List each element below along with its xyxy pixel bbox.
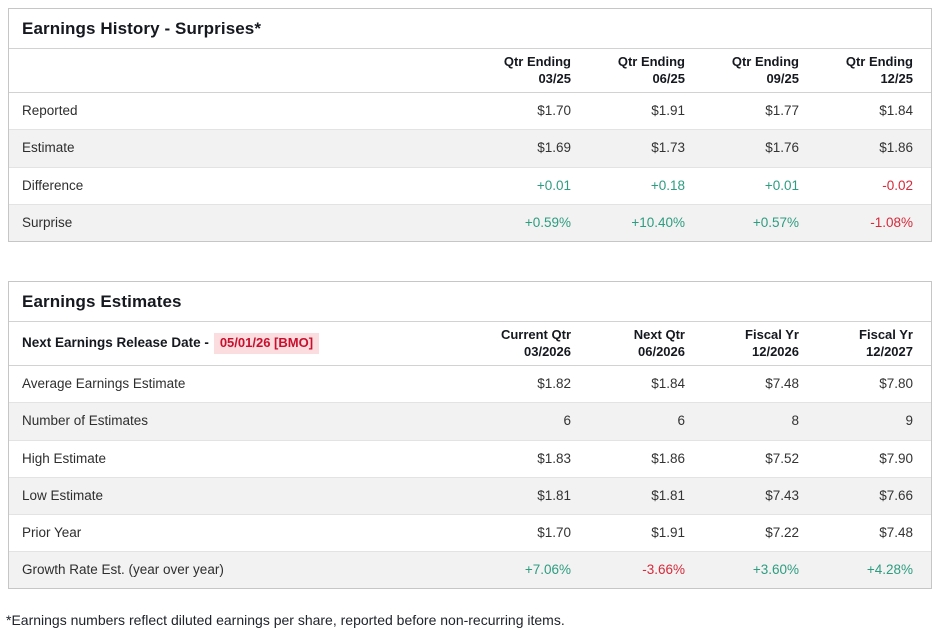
table-row: Estimate $1.69 $1.73 $1.76 $1.86	[9, 129, 931, 168]
row-label: Difference	[22, 177, 84, 193]
cell-value: $1.76	[765, 140, 799, 156]
cell-value: $1.70	[537, 103, 571, 119]
table-row: Difference +0.01 +0.18 +0.01 -0.02	[9, 167, 931, 205]
cell-value: $1.91	[651, 103, 685, 119]
table-row: Low Estimate $1.81 $1.81 $7.43 $7.66	[9, 477, 931, 515]
cell-value: $7.90	[879, 450, 913, 466]
cell-value: $1.82	[537, 376, 571, 392]
table-header-row: Qtr Ending 03/25 Qtr Ending 06/25 Qtr En…	[9, 49, 931, 94]
row-label: Number of Estimates	[22, 413, 149, 429]
cell-value: $7.48	[879, 525, 913, 540]
cell-value: 6	[563, 413, 571, 429]
release-date-badge: 05/01/26 [BMO]	[213, 333, 320, 354]
cell-value: $7.22	[765, 525, 799, 540]
table-row: Prior Year $1.70 $1.91 $7.22 $7.48	[9, 514, 931, 552]
cell-value: $1.86	[879, 140, 913, 156]
cell-value: $1.69	[537, 140, 571, 156]
cell-value: $7.48	[765, 376, 799, 392]
table-row: Surprise +0.59% +10.40% +0.57% -1.08%	[9, 204, 931, 241]
cell-value: $1.84	[879, 103, 913, 119]
earnings-estimates-title: Earnings Estimates	[9, 282, 931, 322]
cell-value: +0.01	[764, 177, 799, 193]
cell-value: -3.66%	[642, 562, 685, 578]
cell-value: $1.84	[651, 376, 685, 392]
cell-value: $7.80	[879, 376, 913, 392]
column-header: Qtr Ending 03/25	[475, 49, 589, 94]
row-label: Low Estimate	[22, 487, 104, 503]
earnings-history-panel: Earnings History - Surprises* Qtr Ending…	[8, 8, 932, 242]
table-row: Reported $1.70 $1.91 $1.77 $1.84	[9, 92, 931, 130]
row-label: Prior Year	[22, 525, 82, 540]
earnings-history-title: Earnings History - Surprises*	[9, 9, 931, 49]
empty-header-cell	[9, 49, 475, 94]
cell-value: 8	[791, 413, 799, 429]
cell-value: $1.86	[651, 450, 685, 466]
cell-value: $7.66	[879, 487, 913, 503]
table-row: High Estimate $1.83 $1.86 $7.52 $7.90	[9, 440, 931, 478]
cell-value: +3.60%	[752, 562, 799, 578]
cell-value: +0.59%	[524, 214, 571, 230]
column-header: Fiscal Yr 12/2027	[817, 322, 931, 367]
column-header: Qtr Ending 12/25	[817, 49, 931, 94]
row-label: Average Earnings Estimate	[22, 376, 186, 392]
cell-value: +0.57%	[752, 214, 799, 230]
earnings-estimates-table: Next Earnings Release Date -05/01/26 [BM…	[9, 322, 931, 589]
cell-value: $1.77	[765, 103, 799, 119]
column-header: Next Qtr 06/2026	[589, 322, 703, 367]
release-date-label: Next Earnings Release Date -	[22, 335, 209, 351]
column-header: Qtr Ending 06/25	[589, 49, 703, 94]
row-label: Reported	[22, 103, 78, 119]
table-row: Average Earnings Estimate $1.82 $1.84 $7…	[9, 365, 931, 403]
table-row: Number of Estimates 6 6 8 9	[9, 402, 931, 441]
earnings-estimates-panel: Earnings Estimates Next Earnings Release…	[8, 281, 932, 590]
row-label: Growth Rate Est. (year over year)	[22, 562, 224, 578]
next-earnings-release: Next Earnings Release Date -05/01/26 [BM…	[9, 322, 475, 367]
cell-value: 9	[905, 413, 913, 429]
cell-value: 6	[677, 413, 685, 429]
cell-value: $7.43	[765, 487, 799, 503]
row-label: Surprise	[22, 214, 73, 230]
footnote: *Earnings numbers reflect diluted earnin…	[6, 612, 565, 628]
row-label: High Estimate	[22, 450, 107, 466]
cell-value: +4.28%	[866, 562, 913, 578]
earnings-history-table: Qtr Ending 03/25 Qtr Ending 06/25 Qtr En…	[9, 49, 931, 241]
cell-value: -0.02	[882, 177, 913, 193]
cell-value: $7.52	[765, 450, 799, 466]
cell-value: $1.73	[651, 140, 685, 156]
cell-value: $1.81	[651, 487, 685, 503]
cell-value: $1.81	[537, 487, 571, 503]
cell-value: +0.01	[536, 177, 571, 193]
cell-value: +7.06%	[524, 562, 571, 578]
column-header: Current Qtr 03/2026	[475, 322, 589, 367]
cell-value: $1.91	[651, 525, 685, 540]
table-row: Growth Rate Est. (year over year) +7.06%…	[9, 551, 931, 589]
table-header-row: Next Earnings Release Date -05/01/26 [BM…	[9, 322, 931, 367]
cell-value: +10.40%	[631, 214, 685, 230]
cell-value: -1.08%	[870, 214, 913, 230]
column-header: Qtr Ending 09/25	[703, 49, 817, 94]
row-label: Estimate	[22, 140, 75, 156]
cell-value: $1.70	[537, 525, 571, 540]
column-header: Fiscal Yr 12/2026	[703, 322, 817, 367]
cell-value: $1.83	[537, 450, 571, 466]
cell-value: +0.18	[650, 177, 685, 193]
